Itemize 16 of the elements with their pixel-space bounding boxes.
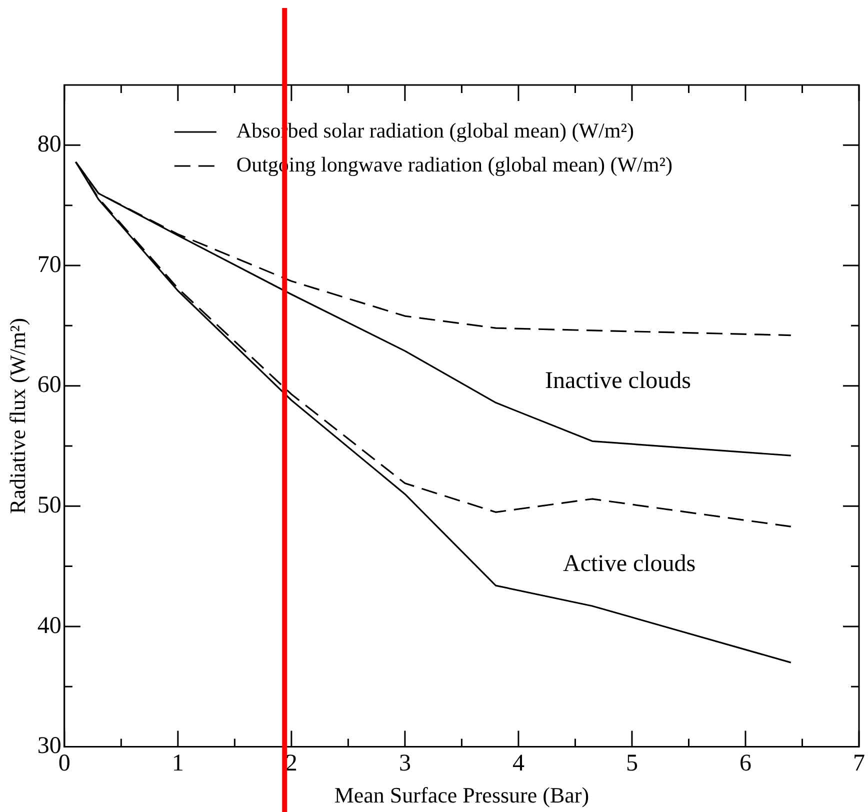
- y-tick-label: 70: [37, 252, 62, 278]
- x-tick-label: 7: [853, 750, 865, 776]
- x-tick-label: 4: [512, 750, 524, 776]
- x-tick-label: 1: [172, 750, 184, 776]
- x-tick-label: 2: [285, 750, 298, 776]
- annotation: Active clouds: [563, 551, 696, 578]
- y-tick-label: 40: [37, 612, 62, 639]
- y-tick-label: 50: [37, 492, 62, 518]
- x-axis-title: Mean Surface Pressure (Bar): [334, 782, 590, 808]
- y-tick-label: 60: [37, 372, 62, 398]
- x-tick-label: 5: [626, 750, 638, 776]
- annotation: Inactive clouds: [545, 368, 691, 395]
- y-tick-label: 80: [37, 131, 62, 158]
- x-tick-label: 3: [398, 750, 411, 776]
- y-axis-title: Radiative flux (W/m²): [4, 318, 30, 514]
- x-tick-label: 6: [739, 750, 752, 776]
